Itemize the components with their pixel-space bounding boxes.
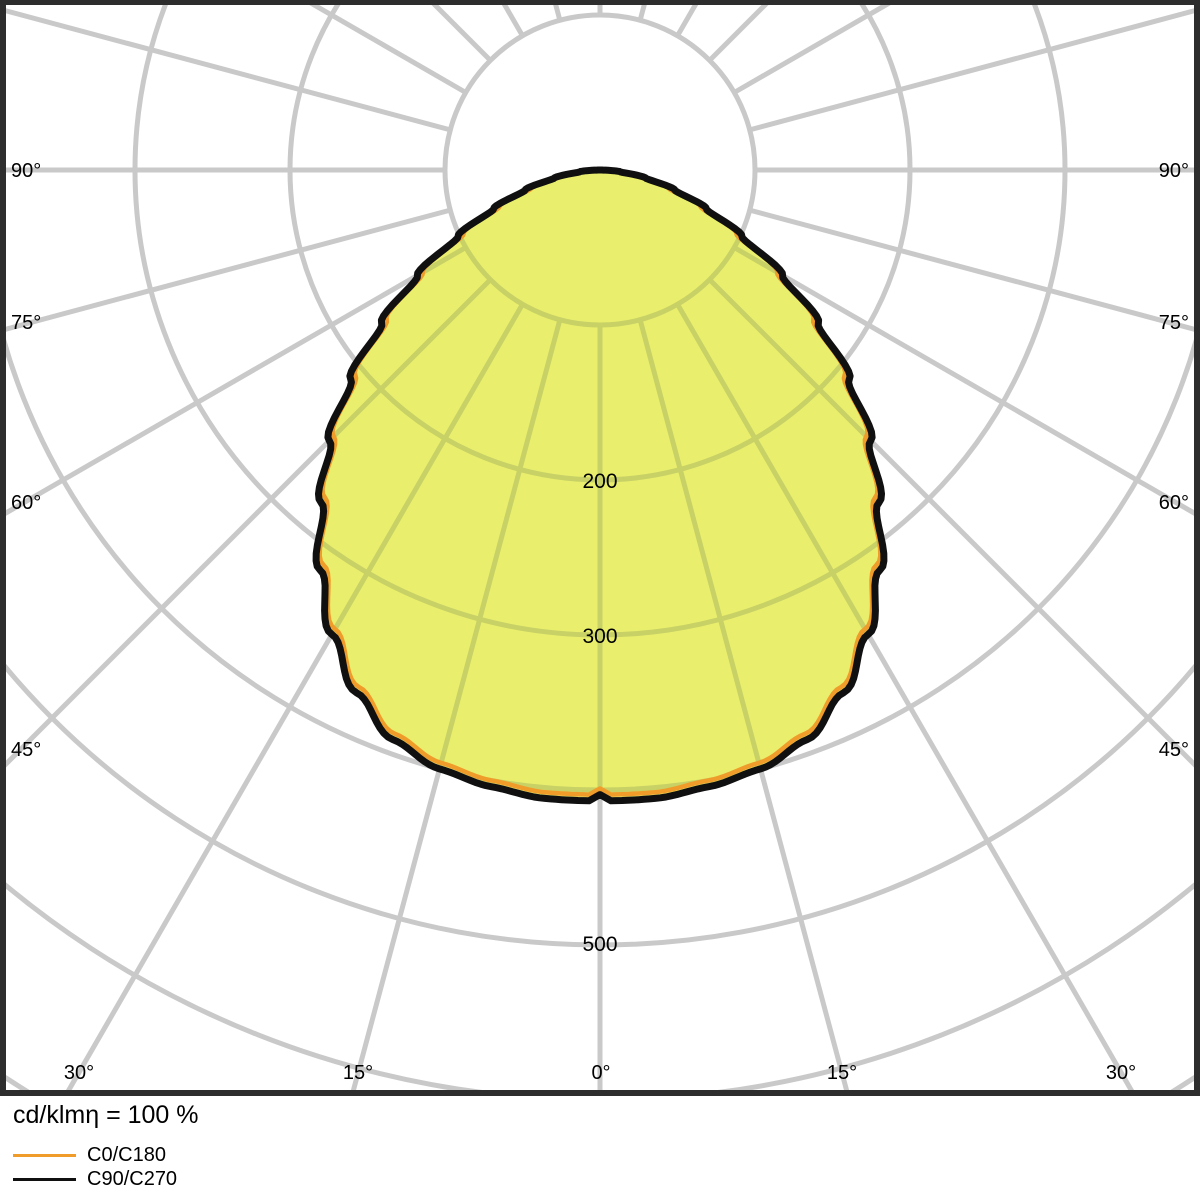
angle-label-4: 90° <box>1159 160 1189 182</box>
angle-label-7: 45° <box>1159 739 1189 761</box>
grid-ray-30-tint <box>675 302 884 801</box>
angle-label-5: 75° <box>1159 312 1189 334</box>
angle-label-8: 30° <box>64 1062 94 1084</box>
c90-line-swatch <box>13 1177 76 1181</box>
angle-label-11: 15° <box>827 1062 857 1084</box>
legend-entry-c90: C90/C270 <box>13 1167 178 1190</box>
legend-entry-c0: C0/C180 <box>13 1143 166 1166</box>
grid-ray-285 <box>6 207 451 332</box>
ring-label-200: 200 <box>582 470 617 493</box>
legend-label-c90: C90/C270 <box>87 1167 178 1190</box>
grid-ray-75 <box>749 207 1194 332</box>
frame-left <box>0 0 6 1096</box>
unit-label: cd/klmη = 100 % <box>13 1101 199 1129</box>
frame-right <box>1194 0 1200 1096</box>
ring-label-500: 500 <box>582 933 617 956</box>
grid-ray-330-tint <box>316 302 525 801</box>
angle-label-3: 45° <box>11 739 41 761</box>
ring-label-300: 300 <box>582 625 617 648</box>
grid-ray-240 <box>309 5 468 95</box>
legend-label-c0: C0/C180 <box>87 1143 166 1166</box>
angle-label-9: 15° <box>343 1062 373 1084</box>
grid-ray-105 <box>749 8 1194 133</box>
angle-label-2: 60° <box>11 492 41 514</box>
angle-label-12: 30° <box>1106 1062 1136 1084</box>
grid-ray-255 <box>6 8 451 133</box>
grid-ray-300 <box>6 245 468 516</box>
c0-line-swatch <box>13 1153 76 1157</box>
angle-label-10: 0° <box>591 1062 610 1084</box>
grid-ray-345-tint <box>316 319 563 801</box>
frame-top <box>0 0 1200 5</box>
angle-label-6: 60° <box>1159 492 1189 514</box>
grid-ray-120-tint <box>734 0 1200 93</box>
grid-ray-120 <box>732 5 891 95</box>
c90-c270-curve <box>312 166 888 805</box>
grid-ray-15-tint <box>637 319 884 801</box>
angle-label-0: 90° <box>11 160 41 182</box>
grid-ray-60 <box>732 245 1194 516</box>
grid-ray-240-tint <box>0 0 466 93</box>
frame-bottom <box>0 1090 1200 1096</box>
angle-label-1: 75° <box>11 312 41 334</box>
